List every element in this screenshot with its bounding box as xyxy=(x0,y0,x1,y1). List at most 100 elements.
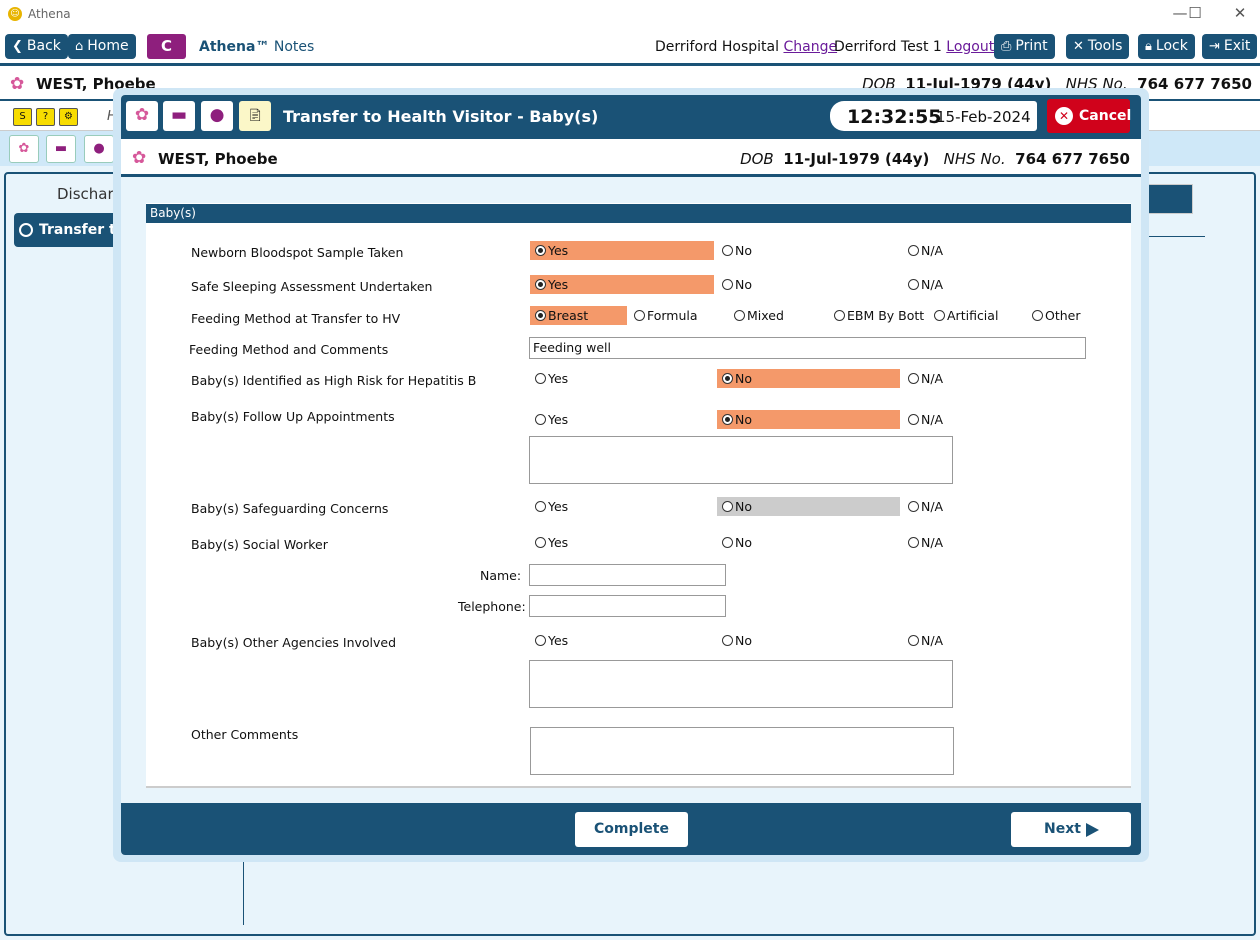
feeding-mixed-radio[interactable]: Mixed xyxy=(729,306,784,325)
medication-icon[interactable]: ▬ xyxy=(163,101,195,131)
baby-icon[interactable]: ● xyxy=(84,135,114,163)
feeding-formula-radio[interactable]: Formula xyxy=(629,306,698,325)
socialworker-name-input[interactable] xyxy=(529,564,726,586)
safeguarding-na-radio[interactable]: N/A xyxy=(903,497,943,516)
mother-flower-icon[interactable]: ✿ xyxy=(126,101,158,131)
bloodspot-yes-radio[interactable]: Yes xyxy=(530,241,714,260)
option-label: No xyxy=(735,412,752,427)
safeguarding-yes-radio[interactable]: Yes xyxy=(530,497,568,516)
feeding-breast-radio[interactable]: Breast xyxy=(530,306,627,325)
agencies-yes-radio[interactable]: Yes xyxy=(530,631,568,650)
baby-icon[interactable]: ● xyxy=(201,101,233,131)
other-comments-label: Other Comments xyxy=(191,727,299,742)
radio-icon xyxy=(722,373,733,384)
sleeping-label: Safe Sleeping Assessment Undertaken xyxy=(191,279,433,294)
logout-link[interactable]: Logout xyxy=(946,39,995,55)
exit-button[interactable]: ⇥ Exit xyxy=(1202,34,1258,59)
transfer-modal: ✿ ▬ ● 📄︎ Transfer to Health Visitor - Ba… xyxy=(121,95,1141,855)
radio-icon xyxy=(535,537,546,548)
back-button[interactable]: ❮ Back xyxy=(5,34,68,59)
home-button[interactable]: ⌂ Home xyxy=(68,34,136,59)
change-hospital-link[interactable]: Change xyxy=(783,39,838,55)
cancel-button[interactable]: ✕ Cancel xyxy=(1047,99,1131,133)
help-icon[interactable]: ? xyxy=(36,108,55,126)
safeguarding-no-radio[interactable]: No xyxy=(717,497,900,516)
brand-bold: Athena™ xyxy=(199,39,270,55)
option-label: No xyxy=(735,633,752,648)
hospital-info: Derriford Hospital Change xyxy=(655,39,837,55)
lock-label: Lock xyxy=(1155,38,1188,54)
sleeping-yes-radio[interactable]: Yes xyxy=(530,275,714,294)
nhs-value: 764 677 7650 xyxy=(1137,75,1252,93)
socialworker-telephone-input[interactable] xyxy=(529,595,726,617)
radio-icon xyxy=(535,279,546,290)
user-info: Derriford Test 1 Logout xyxy=(834,39,994,55)
sleeping-na-radio[interactable]: N/A xyxy=(903,275,943,294)
telephone-label: Telephone: xyxy=(458,599,526,614)
radio-icon xyxy=(535,310,546,321)
tools-button[interactable]: ✕ Tools xyxy=(1066,34,1130,59)
followup-no-radio[interactable]: No xyxy=(717,410,900,429)
option-label: Yes xyxy=(548,277,569,292)
socialworker-yes-radio[interactable]: Yes xyxy=(530,533,568,552)
option-label: N/A xyxy=(921,499,944,514)
option-label: No xyxy=(735,499,752,514)
feeding-other-radio[interactable]: Other xyxy=(1027,306,1081,325)
background-divider xyxy=(1140,236,1205,237)
option-label: N/A xyxy=(921,371,944,386)
complete-later-button[interactable]: Complete Later xyxy=(575,812,688,847)
lock-button[interactable]: 🔒︎ Lock xyxy=(1138,34,1195,59)
mother-flower-icon[interactable]: ✿ xyxy=(9,135,39,163)
radio-icon xyxy=(722,245,733,256)
background-h-label: H xyxy=(107,109,117,124)
socialworker-label: Baby(s) Social Worker xyxy=(191,537,328,552)
feeding-comments-input[interactable]: Feeding well xyxy=(529,337,1086,359)
option-label: No xyxy=(735,535,752,550)
bloodspot-na-radio[interactable]: N/A xyxy=(903,241,943,260)
followup-yes-radio[interactable]: Yes xyxy=(530,410,568,429)
agencies-no-radio[interactable]: No xyxy=(717,631,752,650)
hepb-yes-radio[interactable]: Yes xyxy=(530,369,568,388)
close-icon: ✕ xyxy=(1055,107,1073,125)
radio-icon xyxy=(908,501,919,512)
radio-icon xyxy=(722,279,733,290)
radio-ring-icon xyxy=(19,223,33,237)
followup-na-radio[interactable]: N/A xyxy=(903,410,943,429)
minimize-icon[interactable]: — xyxy=(1172,4,1188,22)
maximize-icon[interactable]: ☐ xyxy=(1188,4,1202,22)
radio-icon xyxy=(722,537,733,548)
agencies-na-radio[interactable]: N/A xyxy=(903,631,943,650)
next-button[interactable]: Next xyxy=(1011,812,1131,847)
bloodspot-no-radio[interactable]: No xyxy=(717,241,752,260)
socialworker-na-radio[interactable]: N/A xyxy=(903,533,943,552)
hepb-na-radio[interactable]: N/A xyxy=(903,369,943,388)
printer-icon: ⎙ xyxy=(1001,39,1012,54)
chevron-left-icon: ❮ xyxy=(12,39,23,54)
transfer-nav-button[interactable]: Transfer to xyxy=(14,213,118,247)
medication-icon[interactable]: ▬ xyxy=(46,135,76,163)
current-date: 15-Feb-2024 xyxy=(936,108,1031,126)
socialworker-no-radio[interactable]: No xyxy=(717,533,752,552)
alert-s-icon[interactable]: S xyxy=(13,108,32,126)
radio-icon xyxy=(535,501,546,512)
c-button[interactable]: C xyxy=(147,34,186,59)
close-window-icon[interactable]: ✕ xyxy=(1233,4,1247,22)
clock: 12:32:55 15-Feb-2024 xyxy=(830,101,1037,131)
current-time: 12:32:55 xyxy=(847,106,942,128)
feeding-artificial-radio[interactable]: Artificial xyxy=(929,306,998,325)
print-button[interactable]: ⎙ Print xyxy=(994,34,1055,59)
settings-icon[interactable]: ⚙ xyxy=(59,108,78,126)
followup-details-textarea[interactable] xyxy=(529,436,953,484)
option-label: N/A xyxy=(921,633,944,648)
option-label: No xyxy=(735,243,752,258)
feeding-ebm-radio[interactable]: EBM By Bottle xyxy=(829,306,925,325)
sleeping-no-radio[interactable]: No xyxy=(717,275,752,294)
option-label: N/A xyxy=(921,535,944,550)
notes-icon[interactable]: 📄︎ xyxy=(239,101,271,131)
option-label: N/A xyxy=(921,243,944,258)
radio-icon xyxy=(722,501,733,512)
agencies-details-textarea[interactable] xyxy=(529,660,953,708)
dob-value: 11-Jul-1979 (44y) xyxy=(783,150,930,168)
other-comments-textarea[interactable] xyxy=(530,727,954,775)
hepb-no-radio[interactable]: No xyxy=(717,369,900,388)
